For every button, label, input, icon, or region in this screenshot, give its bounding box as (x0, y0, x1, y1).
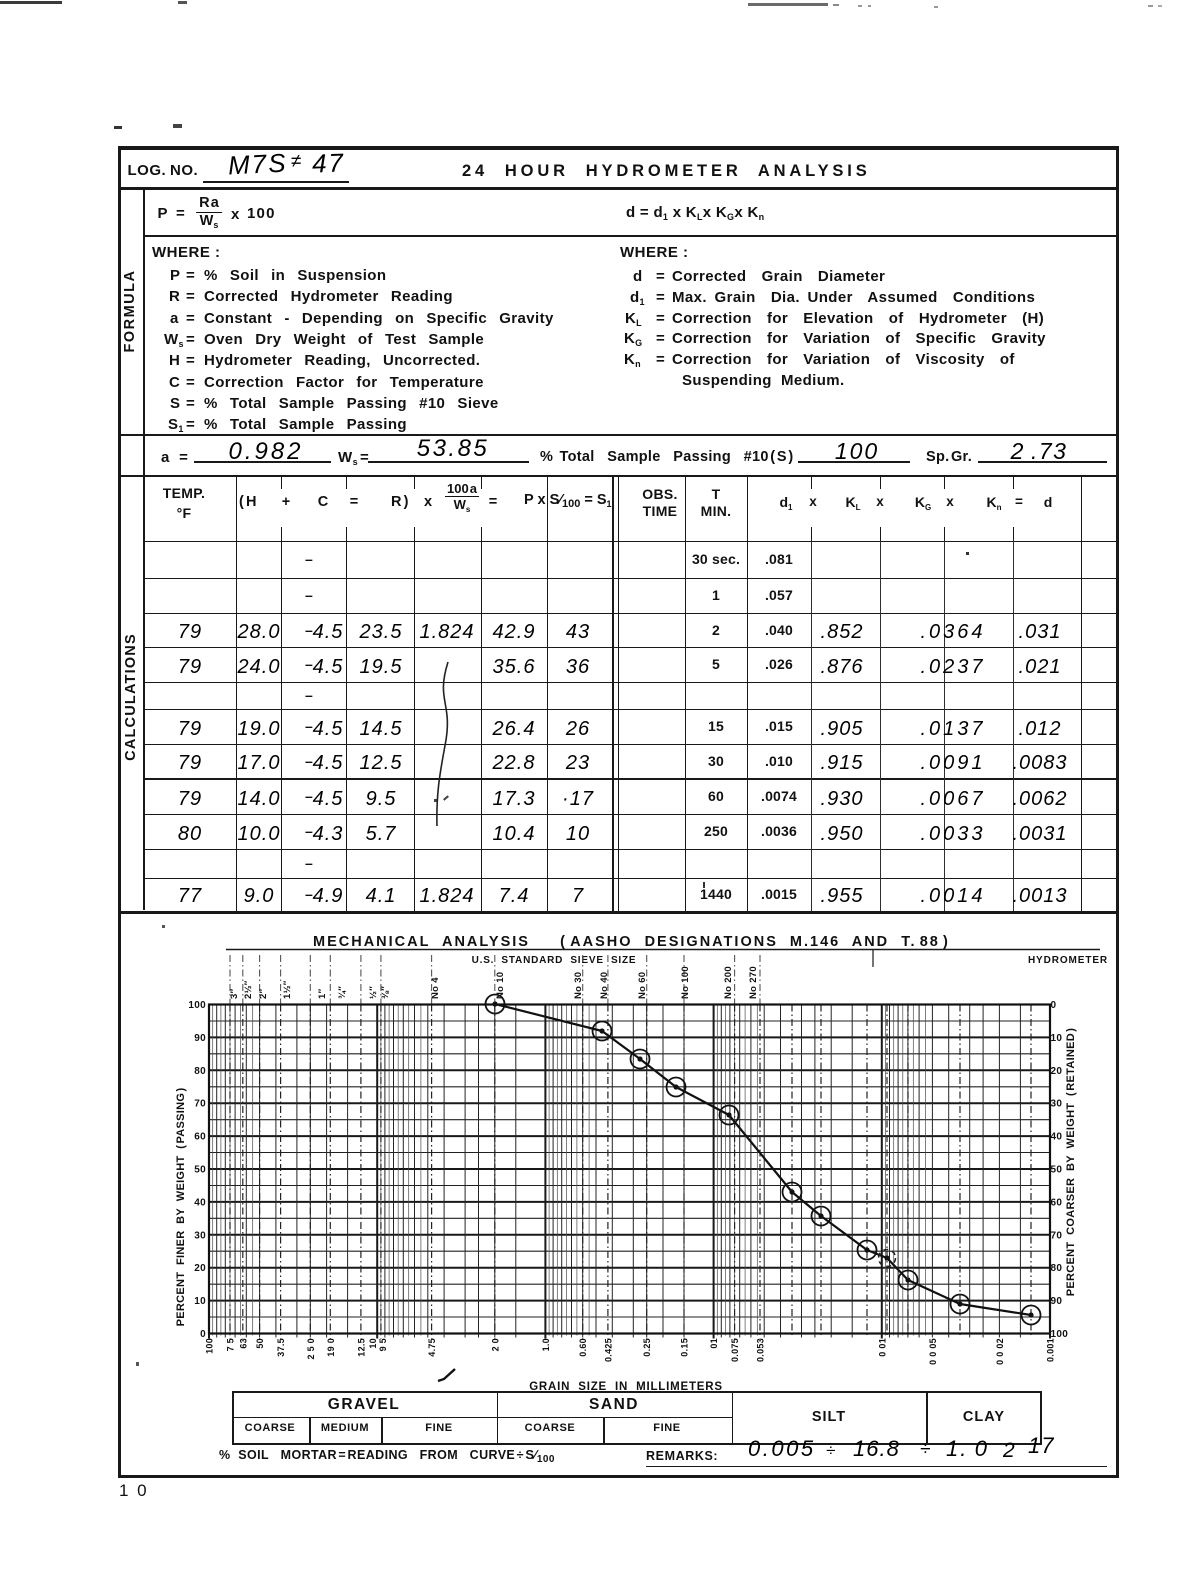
svg-text:No 100: No 100 (680, 966, 691, 999)
svg-text:100: 100 (188, 1000, 206, 1011)
svg-text:0.15: 0.15 (680, 1338, 690, 1357)
svg-text:No 40: No 40 (599, 972, 610, 999)
svg-text:50: 50 (255, 1338, 265, 1349)
svg-text:20: 20 (1051, 1066, 1063, 1077)
svg-text:01: 01 (709, 1338, 719, 1349)
svg-text:1″: 1″ (317, 988, 328, 999)
svg-text:⅜″: ⅜″ (380, 986, 391, 999)
svg-text:10: 10 (368, 1338, 378, 1349)
svg-text:0.25: 0.25 (642, 1338, 652, 1357)
svg-text:0 01: 0 01 (877, 1338, 887, 1357)
svg-text:No 4: No 4 (430, 977, 441, 999)
svg-text:0 0 05: 0 0 05 (928, 1338, 938, 1365)
svg-text:U.S. STANDARD SIEVE SIZE: U.S. STANDARD SIEVE SIZE (472, 955, 637, 966)
svg-text:20: 20 (194, 1263, 206, 1274)
svg-text:50: 50 (194, 1165, 206, 1176)
svg-text:100: 100 (1051, 1329, 1069, 1340)
svg-text:50: 50 (1051, 1165, 1063, 1176)
svg-text:0: 0 (200, 1329, 206, 1340)
svg-text:PERCENT COARSER BY WEIGHT: PERCENT COARSER BY WEIGHT ( RETAINED ) (1065, 1028, 1077, 1296)
svg-text:37.5: 37.5 (276, 1338, 286, 1357)
svg-text:No 270: No 270 (748, 966, 759, 999)
svg-text:7 5: 7 5 (226, 1338, 236, 1351)
svg-text:GRAIN SIZE IN MILLIMETERS: GRAIN SIZE IN MILLIMETERS (529, 1381, 723, 1393)
svg-text:1.0: 1.0 (541, 1338, 551, 1351)
svg-text:0.053: 0.053 (756, 1338, 766, 1362)
svg-text:No 200: No 200 (723, 966, 734, 999)
svg-text:0 0 02: 0 0 02 (995, 1338, 1005, 1365)
svg-text:2 5 0: 2 5 0 (306, 1338, 316, 1360)
svg-text:70: 70 (1051, 1230, 1063, 1241)
svg-text:¾″: ¾″ (337, 986, 348, 999)
svg-text:No 30: No 30 (573, 972, 584, 999)
svg-text:40: 40 (1051, 1132, 1063, 1143)
svg-text:2″: 2″ (258, 988, 269, 999)
svg-text:10: 10 (194, 1296, 206, 1307)
svg-text:100: 100 (205, 1338, 215, 1354)
svg-text:1½″: 1½″ (282, 980, 293, 999)
svg-text:70: 70 (194, 1099, 206, 1110)
svg-text:PERCENT FINER BY WEIGHT (: PERCENT FINER BY WEIGHT ( PASSING ) (175, 1088, 187, 1327)
svg-text:12.5: 12.5 (356, 1338, 366, 1357)
svg-text:30: 30 (1051, 1099, 1063, 1110)
svg-text:63: 63 (238, 1338, 248, 1349)
svg-text:9 5: 9 5 (378, 1338, 388, 1351)
svg-text:90: 90 (194, 1033, 206, 1044)
svg-text:80: 80 (1051, 1263, 1063, 1274)
svg-text:80: 80 (194, 1066, 206, 1077)
svg-text:0.001: 0.001 (1046, 1338, 1056, 1362)
svg-text:No 10: No 10 (495, 972, 506, 999)
svg-text:19 0: 19 0 (326, 1338, 336, 1357)
svg-text:No 60: No 60 (637, 972, 648, 999)
svg-text:2 0: 2 0 (490, 1338, 500, 1351)
svg-text:60: 60 (1051, 1197, 1063, 1208)
svg-text:0: 0 (1051, 1000, 1057, 1011)
svg-text:0.60: 0.60 (578, 1338, 588, 1357)
svg-text:30: 30 (194, 1230, 206, 1241)
svg-text:MECHANICAL ANALYSIS ( AAS: MECHANICAL ANALYSIS ( AASHO DESIGNATIONS… (313, 934, 950, 950)
svg-text:60: 60 (194, 1132, 206, 1143)
svg-text:4.75: 4.75 (427, 1338, 437, 1357)
svg-text:90: 90 (1051, 1296, 1063, 1307)
svg-text:HYDROMETER: HYDROMETER (1028, 955, 1108, 966)
svg-text:0.425: 0.425 (603, 1338, 613, 1362)
svg-text:2½″: 2½″ (243, 980, 254, 999)
svg-text:½″: ½″ (368, 986, 379, 999)
svg-text:0.075: 0.075 (730, 1338, 740, 1362)
svg-text:40: 40 (194, 1197, 206, 1208)
svg-text:3″: 3″ (229, 988, 240, 999)
svg-text:10: 10 (1051, 1033, 1063, 1044)
